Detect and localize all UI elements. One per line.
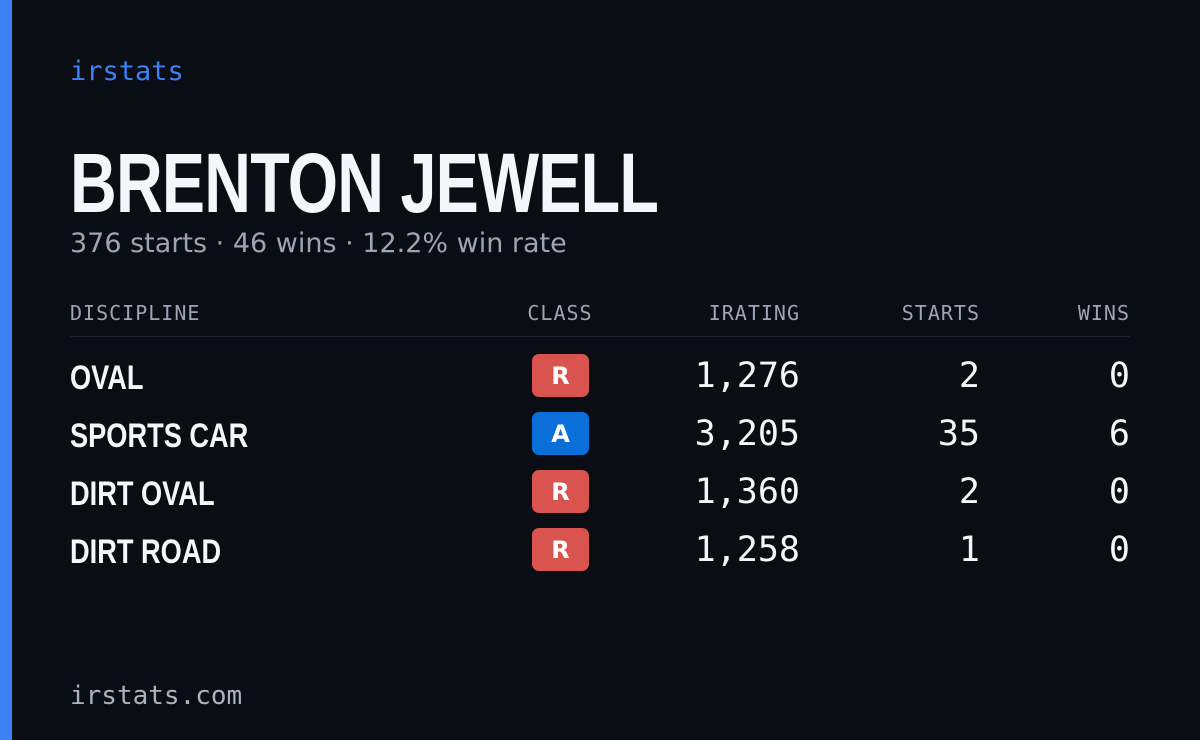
divider [70, 336, 1130, 337]
class-badge: A [532, 412, 589, 455]
accent-bar [0, 0, 12, 740]
discipline: OVAL [70, 359, 144, 397]
class-badge: R [532, 354, 589, 397]
column-header: DISCIPLINE [70, 301, 201, 325]
irating: 1,276 [694, 356, 800, 396]
footer: irstats.com [70, 681, 243, 711]
brand: irstats [70, 56, 184, 87]
summary: 376 starts · 46 wins · 12.2% win rate [70, 228, 567, 259]
wins: 0 [1108, 530, 1130, 570]
wins: 0 [1108, 356, 1130, 396]
discipline: DIRT ROAD [70, 533, 222, 571]
wins: 0 [1108, 472, 1130, 512]
discipline: DIRT OVAL [70, 475, 215, 513]
column-header: WINS [1077, 301, 1130, 325]
starts: 1 [958, 530, 980, 570]
driver-name: BRENTON JEWELL [70, 136, 659, 230]
wins: 6 [1108, 414, 1130, 454]
irating: 3,205 [694, 414, 800, 454]
column-header: CLASS [527, 301, 593, 325]
irating: 1,258 [694, 530, 800, 570]
irating: 1,360 [694, 472, 800, 512]
class-badge: R [532, 528, 589, 571]
starts: 2 [958, 472, 980, 512]
starts: 35 [937, 414, 980, 454]
class-badge: R [532, 470, 589, 513]
discipline: SPORTS CAR [70, 417, 249, 455]
starts: 2 [958, 356, 980, 396]
column-header: STARTS [901, 301, 980, 325]
column-header: IRATING [708, 301, 800, 325]
